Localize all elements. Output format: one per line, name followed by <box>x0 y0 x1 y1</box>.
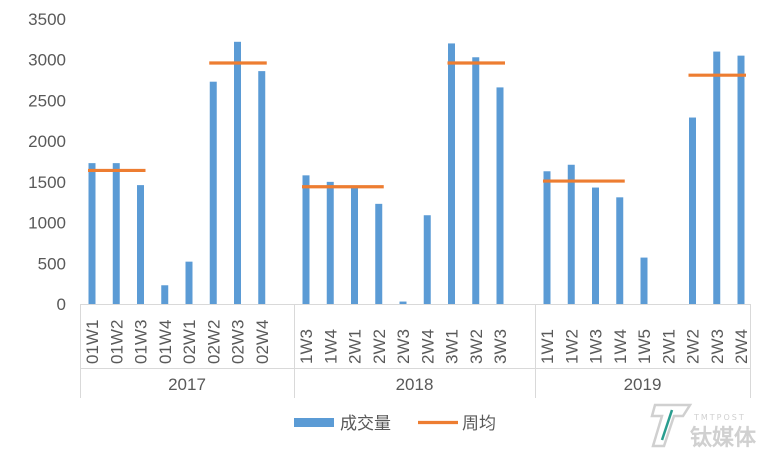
watermark-sub: TMTPOST <box>693 413 746 422</box>
x-tick-label: 01W2 <box>107 320 126 364</box>
bar <box>88 163 96 304</box>
x-tick-label: 1W2 <box>562 329 581 364</box>
bar <box>713 51 721 305</box>
x-tick-label: 3W2 <box>467 329 486 364</box>
watermark: TMTPOST 钛媒体 <box>650 403 757 451</box>
x-axis: 01W1 01W2 01W3 01W4 02W1 02W2 02W3 02W4 2017 1W3 1… <box>80 304 751 398</box>
x-tick-label: 3W1 <box>443 329 462 364</box>
x-tick-label: 2W1 <box>659 329 678 364</box>
bar <box>496 87 504 305</box>
bar <box>543 171 551 304</box>
x-tick-label: 02W4 <box>253 320 272 364</box>
watermark-main: 钛媒体 <box>690 425 757 451</box>
legend: 成交量 周均 <box>294 414 496 434</box>
bar <box>472 57 480 305</box>
x-tick-label: 1W4 <box>611 329 630 364</box>
x-tick-label: 01W3 <box>132 320 151 364</box>
bar <box>185 261 193 304</box>
x-group-label: 2017 <box>168 375 206 394</box>
x-group-label: 2019 <box>624 375 662 394</box>
y-axis: 0 500 1000 1500 2000 2500 3000 3500 <box>28 10 66 314</box>
x-tick-label: 1W4 <box>321 329 340 364</box>
x-tick-label: 02W2 <box>204 320 223 364</box>
x-group-label: 2018 <box>396 375 434 394</box>
bar <box>737 55 745 305</box>
legend-label-bar: 成交量 <box>340 414 391 434</box>
x-tick-label: 1W3 <box>587 329 606 364</box>
bar <box>592 187 599 304</box>
x-tick-label: 02W3 <box>229 320 248 364</box>
y-tick-label: 0 <box>57 295 66 314</box>
bar <box>137 185 144 304</box>
x-tick-label: 2W2 <box>684 329 703 364</box>
bar <box>375 203 383 304</box>
weekly-average-lines <box>88 61 746 189</box>
logo-accent-icon <box>660 409 674 441</box>
y-tick-label: 500 <box>38 254 66 273</box>
x-tick-label: 01W4 <box>156 320 175 364</box>
x-tick-label: 2W2 <box>370 329 389 364</box>
bar <box>351 186 358 304</box>
y-tick-label: 1500 <box>28 173 66 192</box>
bar <box>567 164 575 304</box>
x-tick-label: 2W1 <box>346 329 365 364</box>
bar <box>209 81 217 304</box>
x-tick-label: 2W3 <box>708 329 727 364</box>
bar <box>399 301 407 304</box>
bar <box>448 43 455 305</box>
x-tick-label: 3W3 <box>491 329 510 364</box>
bar <box>112 163 120 304</box>
bar <box>423 215 431 304</box>
x-tick-label: 1W1 <box>538 329 557 364</box>
legend-label-line: 周均 <box>462 414 496 434</box>
bar <box>258 71 266 304</box>
x-tick-label: 01W1 <box>83 320 102 364</box>
y-tick-label: 2500 <box>28 91 66 110</box>
bars <box>88 41 745 305</box>
y-tick-label: 3000 <box>28 51 66 70</box>
bar <box>234 41 241 305</box>
x-tick-label: 2W3 <box>394 329 413 364</box>
y-tick-label: 3500 <box>28 10 66 29</box>
legend-swatch-bar <box>294 418 334 427</box>
logo-t-icon <box>650 403 693 448</box>
bar <box>326 181 334 304</box>
bar <box>302 175 310 304</box>
x-tick-label: 2W4 <box>418 329 437 364</box>
bar <box>161 285 169 304</box>
x-tick-label: 1W3 <box>297 329 316 364</box>
y-tick-label: 2000 <box>28 132 66 151</box>
bar <box>616 197 624 304</box>
x-tick-label: 2W4 <box>732 329 751 364</box>
bar <box>640 257 648 304</box>
y-tick-label: 1000 <box>28 214 66 233</box>
x-tick-label: 02W1 <box>180 320 199 364</box>
bar <box>689 117 696 305</box>
x-tick-label: 1W5 <box>635 329 654 364</box>
